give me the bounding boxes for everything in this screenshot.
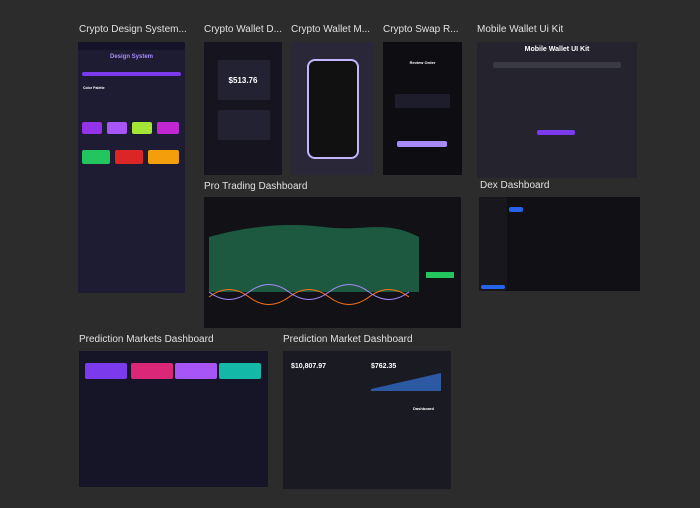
- frame-label[interactable]: Crypto Wallet D...: [204, 24, 282, 35]
- sidebar: [479, 197, 507, 291]
- card: [219, 363, 261, 379]
- swatch: [157, 122, 179, 134]
- swatch: [148, 150, 179, 164]
- heading: Review Order: [409, 60, 436, 65]
- frame-label[interactable]: Prediction Market Dashboard: [283, 334, 413, 345]
- frame[interactable]: Review Order: [383, 42, 462, 175]
- frame[interactable]: Mobile Wallet UI Kit: [477, 42, 637, 178]
- frame[interactable]: $10,807.97 $762.35 Dashboard: [283, 351, 451, 489]
- swatch: [132, 122, 152, 134]
- swatch: [82, 122, 102, 134]
- nav: [78, 42, 185, 50]
- frame[interactable]: $513.76: [204, 42, 282, 175]
- frame[interactable]: [291, 42, 373, 175]
- button: [509, 207, 523, 212]
- swatch: [115, 150, 143, 164]
- frame-label[interactable]: Dex Dashboard: [480, 180, 550, 191]
- section-title: Dashboard: [413, 406, 434, 411]
- button: [397, 141, 447, 147]
- card: [218, 60, 270, 100]
- area: [371, 373, 441, 391]
- frame-label[interactable]: Crypto Design System...: [79, 24, 187, 35]
- card: [395, 94, 450, 108]
- frame-label[interactable]: Prediction Markets Dashboard: [79, 334, 214, 345]
- stat: $10,807.97: [291, 363, 327, 370]
- button: [426, 272, 454, 278]
- tabs: [493, 62, 621, 68]
- frame[interactable]: Design System Color Palette: [78, 42, 185, 293]
- frame-label[interactable]: Crypto Wallet M...: [291, 24, 371, 35]
- heading: Mobile Wallet UI Kit: [524, 46, 590, 53]
- balance: $513.76: [228, 76, 258, 85]
- frame-label[interactable]: Crypto Swap R...: [383, 24, 459, 35]
- frame-label[interactable]: Pro Trading Dashboard: [204, 181, 308, 192]
- frame[interactable]: [204, 197, 461, 328]
- frame[interactable]: [79, 351, 268, 487]
- section-title: Color Palette: [83, 86, 105, 90]
- frame[interactable]: [479, 197, 640, 291]
- wave: [208, 284, 410, 300]
- frame-label[interactable]: Mobile Wallet Ui Kit: [477, 24, 564, 35]
- swatch: [107, 122, 127, 134]
- chart-art: [208, 225, 454, 305]
- stat: $762.35: [371, 363, 397, 370]
- area: [209, 225, 419, 292]
- card: [175, 363, 217, 379]
- card: [85, 363, 127, 379]
- button: [481, 285, 505, 289]
- phone: [307, 59, 359, 159]
- tabs: [82, 72, 181, 76]
- card: [131, 363, 173, 379]
- list: [218, 110, 270, 140]
- heading: Design System: [109, 54, 154, 60]
- chart-art: [371, 373, 441, 391]
- button: [537, 130, 575, 135]
- swatch: [82, 150, 110, 164]
